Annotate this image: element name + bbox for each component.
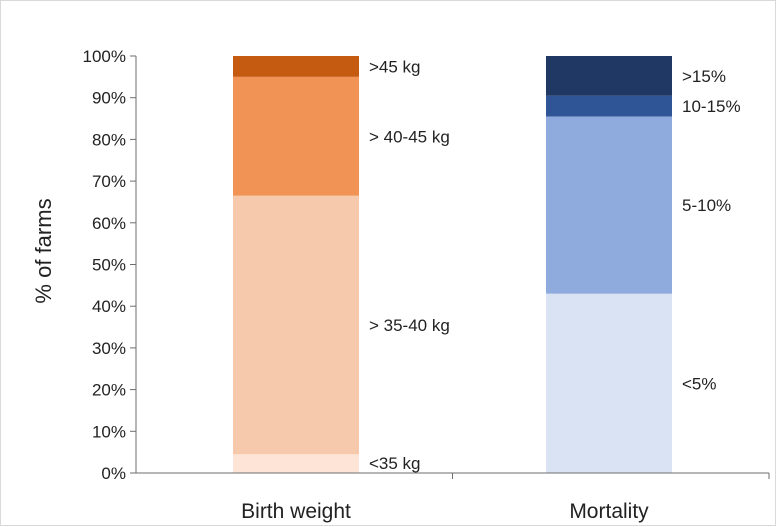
x-category-label-mortality: Mortality	[569, 500, 649, 523]
y-tick-label: 100%	[83, 47, 126, 66]
bar-segment-birth-weight-lt-35-kg	[233, 454, 359, 473]
bar-segment-birth-weight-gt-35-40-kg	[233, 195, 359, 455]
y-tick-label: 80%	[92, 130, 126, 149]
y-tick-label: 20%	[92, 381, 126, 400]
segment-label-mortality-10-15pct: 10-15%	[682, 97, 741, 116]
segment-label-mortality-5-10pct: 5-10%	[682, 196, 731, 215]
segment-label-mortality-gt-15pct: >15%	[682, 67, 726, 86]
y-tick-label: 60%	[92, 214, 126, 233]
y-tick-label: 50%	[92, 256, 126, 275]
bar-segment-birth-weight-gt-40-45-kg	[233, 76, 359, 196]
segment-label-mortality-lt-5pct: <5%	[682, 374, 717, 393]
y-tick-label: 90%	[92, 89, 126, 108]
bar-segment-birth-weight-gt-45-kg	[233, 56, 359, 77]
segment-label-birth-weight-gt-45-kg: >45 kg	[369, 57, 421, 76]
y-tick-label: 10%	[92, 422, 126, 441]
bar-segment-mortality-10-15pct	[546, 95, 672, 117]
segment-label-birth-weight-gt-40-45-kg: > 40-45 kg	[369, 127, 450, 146]
segment-label-birth-weight-lt-35-kg: <35 kg	[369, 454, 421, 473]
y-axis-title: % of farms	[31, 198, 56, 303]
y-tick-label: 30%	[92, 339, 126, 358]
segment-label-birth-weight-gt-35-40-kg: > 35-40 kg	[369, 316, 450, 335]
y-tick-label: 40%	[92, 297, 126, 316]
bar-segment-mortality-5-10pct	[546, 116, 672, 294]
bar-segment-mortality-gt-15pct	[546, 56, 672, 96]
y-tick-label: 0%	[101, 464, 126, 483]
y-tick-label: 70%	[92, 172, 126, 191]
bar-segment-mortality-lt-5pct	[546, 293, 672, 473]
x-category-label-birth-weight: Birth weight	[241, 500, 351, 523]
